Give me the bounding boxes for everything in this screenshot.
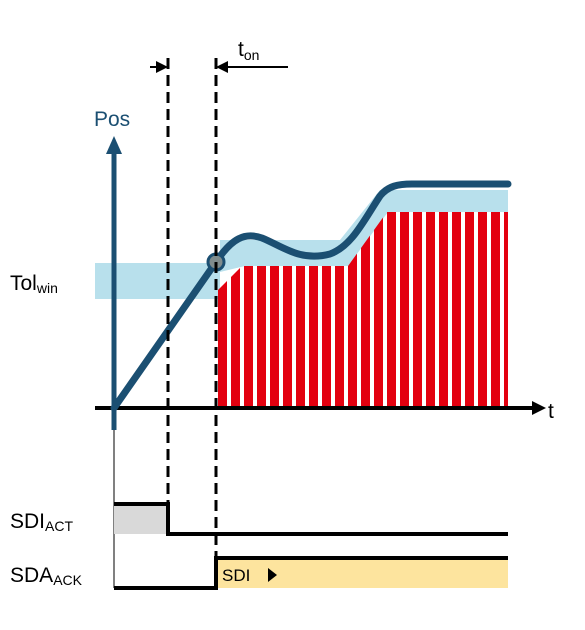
pos-axis-label: Pos bbox=[94, 108, 130, 131]
monitoring-stripe bbox=[400, 212, 409, 408]
sda-ack-label: SDAACK bbox=[10, 564, 83, 588]
monitoring-stripe bbox=[504, 212, 508, 408]
monitoring-stripe bbox=[491, 212, 500, 408]
sdi-act-label: SDIACT bbox=[10, 510, 73, 534]
monitoring-stripe bbox=[413, 212, 422, 408]
monitoring-stripe bbox=[270, 212, 279, 408]
monitoring-stripe bbox=[322, 212, 331, 408]
monitoring-stripe bbox=[257, 212, 266, 408]
monitoring-stripe bbox=[244, 212, 253, 408]
sdi-box-label: SDI bbox=[222, 566, 250, 585]
monitoring-stripe bbox=[348, 212, 357, 408]
sdi-act-label-sub: ACT bbox=[45, 518, 73, 534]
monitoring-stripe bbox=[374, 212, 383, 408]
monitoring-stripe bbox=[296, 212, 305, 408]
sda-ack-label-main: SDA bbox=[10, 564, 53, 587]
monitoring-stripe bbox=[387, 212, 396, 408]
sdi-act-label-main: SDI bbox=[10, 510, 45, 533]
monitoring-stripe bbox=[452, 212, 461, 408]
position-curve bbox=[110, 180, 512, 412]
ton-left-arrow-icon bbox=[156, 61, 168, 73]
monitoring-stripes bbox=[218, 212, 508, 408]
time-axis-arrow-icon bbox=[532, 401, 546, 415]
monitoring-stripe bbox=[478, 212, 487, 408]
ton-label: ton bbox=[238, 38, 259, 63]
monitoring-stripe bbox=[465, 212, 474, 408]
monitoring-stripe bbox=[283, 212, 292, 408]
monitoring-stripe bbox=[218, 212, 227, 408]
monitoring-stripe bbox=[335, 212, 344, 408]
monitoring-stripe bbox=[426, 212, 435, 408]
ton-right-arrow-icon bbox=[216, 61, 228, 73]
monitoring-stripe bbox=[231, 212, 240, 408]
tolwin-label-main: Tol bbox=[10, 272, 37, 295]
sda-ack-label-sub: ACK bbox=[53, 572, 82, 588]
ton-label-sub: on bbox=[244, 47, 260, 63]
sda-ack-signal bbox=[114, 556, 508, 590]
sdi-status-box bbox=[216, 558, 508, 588]
triangle-right-icon bbox=[268, 568, 277, 582]
monitoring-stripe bbox=[439, 212, 448, 408]
sdi-act-signal bbox=[114, 502, 508, 536]
tolwin-label: Tolwin bbox=[10, 272, 58, 296]
position-axis-arrow-icon bbox=[106, 136, 122, 154]
sdi-act-high-fill bbox=[114, 504, 168, 534]
tolwin-label-sub: win bbox=[36, 280, 58, 296]
time-axis-label: t bbox=[548, 400, 554, 423]
monitoring-stripe bbox=[309, 212, 318, 408]
ton-label-main: t bbox=[238, 38, 244, 61]
monitoring-stripe bbox=[361, 212, 370, 408]
